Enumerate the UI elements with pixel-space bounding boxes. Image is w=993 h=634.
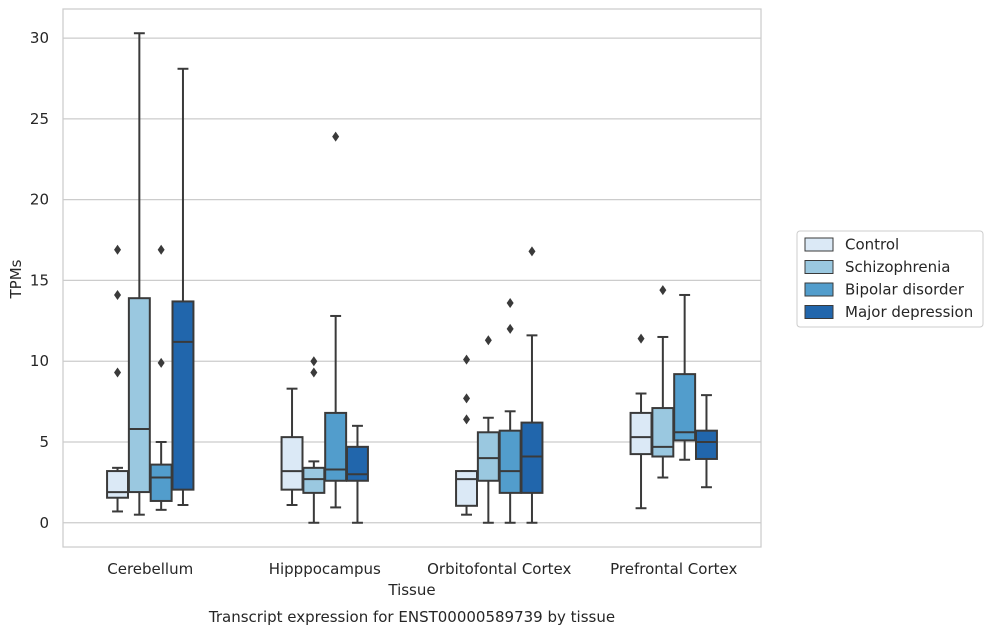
outlier-point	[659, 285, 667, 296]
box-iqr	[106, 470, 130, 499]
legend-item: Major depression	[804, 303, 973, 321]
outlier-point	[463, 354, 471, 365]
box-groups	[106, 32, 718, 524]
outlier-point	[157, 244, 165, 255]
legend-items: Control Schizophrenia Bipolar disorder Majo…	[804, 236, 973, 321]
y-tick-label: 0	[39, 514, 49, 532]
y-tick-label: 25	[30, 110, 49, 128]
box	[345, 424, 369, 524]
outlier-point	[310, 367, 318, 378]
box	[476, 335, 500, 524]
y-axis-label: TPMs	[7, 259, 25, 299]
y-tick-label: 30	[30, 29, 49, 47]
legend-label: Control	[845, 236, 899, 254]
box	[520, 246, 544, 524]
outlier-point	[528, 246, 536, 257]
box	[106, 244, 130, 513]
outlier-point	[114, 244, 122, 255]
y-tick-label: 20	[30, 191, 49, 209]
outlier-point	[506, 298, 514, 309]
legend-item: Schizophrenia	[804, 258, 950, 276]
legend-swatch	[804, 260, 834, 274]
box-iqr	[302, 466, 326, 494]
outlier-point	[157, 357, 165, 368]
legend: Control Schizophrenia Bipolar disorder Majo…	[796, 230, 984, 328]
legend-label: Major depression	[845, 303, 973, 321]
y-tick-labels: 0 5 10 15 20 25 30	[30, 29, 49, 532]
legend-item: Control	[804, 236, 899, 254]
box	[694, 394, 718, 489]
x-tick-label: Prefrontal Cortex	[610, 560, 737, 578]
outlier-point	[637, 333, 645, 344]
box	[302, 356, 326, 524]
y-tick-label: 10	[30, 352, 49, 370]
box-iqr	[651, 407, 675, 458]
x-tick-label: Hipppocampus	[269, 560, 381, 578]
box-iqr	[127, 297, 151, 494]
y-tick-label: 15	[30, 271, 49, 289]
outlier-point	[463, 414, 471, 425]
legend-swatch	[804, 305, 834, 319]
box-iqr	[498, 429, 522, 494]
x-tick-label: Orbitofontal Cortex	[427, 560, 571, 578]
box	[149, 244, 173, 511]
plot-area-frame	[62, 8, 762, 548]
legend-frame	[796, 230, 984, 328]
outlier-point	[332, 131, 340, 142]
box-iqr	[476, 431, 500, 482]
outlier-point	[506, 323, 514, 334]
box-iqr	[280, 436, 304, 491]
outlier-point	[310, 356, 318, 367]
x-tick-labels: Cerebellum Hipppocampus Orbitofontal Corte…	[107, 560, 737, 578]
legend-item: Bipolar disorder	[804, 281, 965, 299]
legend-label: Bipolar disorder	[845, 281, 965, 299]
box-iqr	[345, 445, 369, 482]
chart-caption: Transcript expression for ENST0000058973…	[208, 608, 615, 626]
outlier-point	[463, 393, 471, 404]
box	[498, 298, 522, 524]
x-tick-label: Cerebellum	[107, 560, 193, 578]
box	[324, 131, 348, 509]
box	[280, 387, 304, 506]
box	[455, 354, 479, 516]
box-iqr	[520, 421, 544, 494]
legend-label: Schizophrenia	[845, 258, 950, 276]
legend-swatch	[804, 282, 834, 297]
box-iqr	[171, 300, 195, 491]
box	[651, 285, 675, 479]
box-iqr	[673, 373, 697, 442]
box	[673, 293, 697, 461]
y-tick-label: 5	[39, 433, 49, 451]
x-axis-label: Tissue	[387, 581, 435, 599]
box	[127, 32, 151, 516]
box	[171, 67, 195, 506]
box-iqr	[324, 411, 348, 482]
box-iqr	[694, 429, 718, 460]
box-iqr	[149, 463, 173, 502]
outlier-point	[484, 335, 492, 346]
outlier-point	[114, 289, 122, 300]
box-iqr	[629, 411, 653, 456]
legend-swatch	[804, 237, 834, 252]
box	[629, 333, 653, 510]
outlier-point	[114, 367, 122, 378]
box-iqr	[455, 470, 479, 507]
